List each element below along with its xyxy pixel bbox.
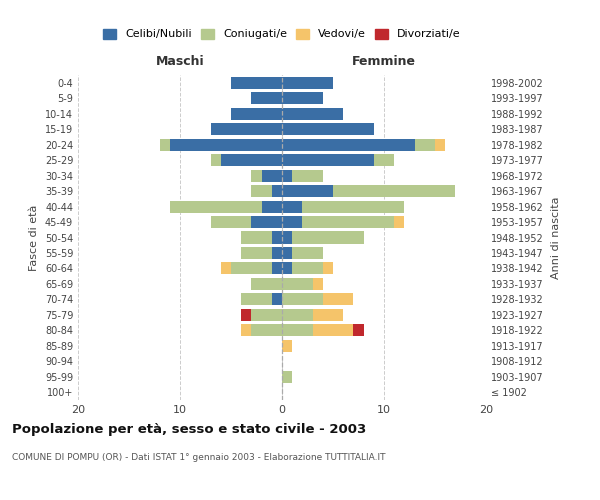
Bar <box>251 324 282 336</box>
Bar <box>292 262 323 274</box>
Text: Popolazione per età, sesso e stato civile - 2003: Popolazione per età, sesso e stato civil… <box>12 422 366 436</box>
Bar <box>302 216 394 228</box>
Bar <box>313 309 343 321</box>
Bar <box>282 170 292 181</box>
Bar <box>282 278 313 290</box>
Bar <box>292 170 323 181</box>
Bar <box>282 247 292 259</box>
Bar <box>282 185 333 197</box>
Bar <box>272 232 282 243</box>
Bar <box>221 262 231 274</box>
Bar <box>211 216 251 228</box>
Bar <box>241 247 272 259</box>
Text: Maschi: Maschi <box>155 55 205 68</box>
Bar <box>231 108 282 120</box>
Bar <box>262 170 282 181</box>
Bar <box>241 324 251 336</box>
Bar <box>262 200 282 212</box>
Bar <box>211 154 221 166</box>
Bar <box>282 262 292 274</box>
Bar <box>313 278 323 290</box>
Bar <box>251 216 282 228</box>
Bar <box>282 294 323 306</box>
Bar <box>241 294 272 306</box>
Bar <box>251 185 272 197</box>
Y-axis label: Fasce di età: Fasce di età <box>29 204 39 270</box>
Bar <box>282 324 313 336</box>
Bar <box>272 185 282 197</box>
Text: Femmine: Femmine <box>352 55 416 68</box>
Bar <box>282 76 333 89</box>
Bar <box>170 138 282 150</box>
Bar <box>282 200 302 212</box>
Bar <box>292 247 323 259</box>
Bar <box>302 200 404 212</box>
Bar <box>282 92 323 104</box>
Bar <box>170 200 262 212</box>
Bar <box>251 278 282 290</box>
Bar <box>241 309 251 321</box>
Bar <box>353 324 364 336</box>
Legend: Celibi/Nubili, Coniugati/e, Vedovi/e, Divorziati/e: Celibi/Nubili, Coniugati/e, Vedovi/e, Di… <box>100 26 464 42</box>
Bar <box>282 371 292 383</box>
Bar <box>221 154 282 166</box>
Bar <box>282 138 415 150</box>
Bar <box>160 138 170 150</box>
Bar <box>333 185 455 197</box>
Text: COMUNE DI POMPU (OR) - Dati ISTAT 1° gennaio 2003 - Elaborazione TUTTITALIA.IT: COMUNE DI POMPU (OR) - Dati ISTAT 1° gen… <box>12 452 386 462</box>
Bar <box>272 247 282 259</box>
Bar <box>415 138 435 150</box>
Bar <box>282 123 374 135</box>
Bar <box>323 294 353 306</box>
Bar <box>251 309 282 321</box>
Y-axis label: Anni di nascita: Anni di nascita <box>551 196 560 279</box>
Bar <box>272 262 282 274</box>
Bar <box>313 324 353 336</box>
Bar <box>435 138 445 150</box>
Bar <box>292 232 364 243</box>
Bar <box>282 216 302 228</box>
Bar <box>374 154 394 166</box>
Bar <box>282 154 374 166</box>
Bar <box>282 108 343 120</box>
Bar <box>231 76 282 89</box>
Bar <box>251 92 282 104</box>
Bar <box>211 123 282 135</box>
Bar <box>272 294 282 306</box>
Bar <box>231 262 272 274</box>
Bar <box>241 232 272 243</box>
Bar <box>282 232 292 243</box>
Bar <box>251 170 262 181</box>
Bar <box>282 340 292 352</box>
Bar <box>323 262 333 274</box>
Bar <box>394 216 404 228</box>
Bar <box>282 309 313 321</box>
